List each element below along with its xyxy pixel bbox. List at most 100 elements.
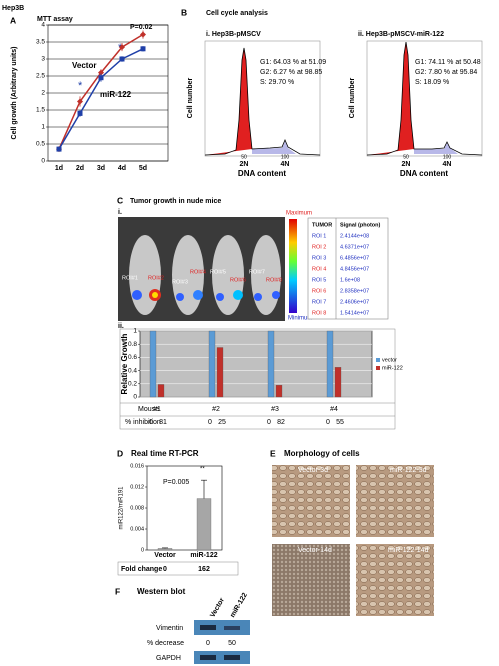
point [140,31,146,38]
y-tick-label: 0 [141,547,144,553]
band-label: Vimentin [156,625,183,632]
peak-label: 2N [402,161,411,168]
x-tick-label: 5d [139,165,147,172]
plot-frame [366,40,483,157]
x-tick-label: miR-122 [190,552,217,559]
table-cell: ROI 6 [312,288,326,294]
table-cell: 1.6e+08 [340,277,360,283]
panel-label: A [10,15,16,25]
flow-histogram: ii. Hep3B-pMSCV-miR-122 Cell number 50 1… [349,31,483,178]
point [98,75,104,81]
x-tick-label: 50 [241,154,247,160]
table-cell: 2.4144e+08 [340,233,369,239]
plot-area [139,330,373,398]
point [77,98,83,105]
blot-band [194,651,250,664]
legend-label: miR-122 [382,365,403,371]
micrograph [272,465,350,537]
stat: G1: 64.03 % at 51.09 [260,59,326,66]
table-cell: 81 [159,419,167,426]
y-tick-label: 0.004 [130,526,144,532]
blot-band [200,655,216,660]
peak-label: 4N [281,161,290,168]
panel-label: C [117,195,123,205]
roi-table: TUMOR Signal (photon) [307,217,389,320]
table-cell: ROI 1 [312,233,326,239]
bar [196,498,212,551]
peak-label: 4N [443,161,452,168]
bar [267,330,275,398]
table-label: % inhibition [125,419,161,426]
bar [334,367,342,398]
series-label: miR-122 [100,90,132,99]
table-cell: 4.6371e+07 [340,244,369,250]
y-tick-label: 0.012 [130,484,144,490]
roi-label: ROI#1 [122,275,138,281]
bar [149,330,157,398]
sub-label: i. [118,209,122,216]
roi-labels: ROI#1 ROI#2 ROI#3 ROI#4 ROI#5 ROI#6 ROI#… [122,269,282,285]
stat: S: 29.70 % [260,79,294,86]
y-tick-label: 0.2 [128,381,137,388]
table-cell: 25 [218,419,226,426]
x-tick-label: #2 [212,406,220,413]
table-cell: 0 [208,419,212,426]
panel-title: Tumor growth in nude mice [130,198,221,205]
x-tick-label: 3d [97,165,105,172]
roi-label: ROI#3 [172,279,188,285]
series-label: Vector [72,61,96,70]
histogram-line [204,47,321,156]
stat: G2: 6.27 % at 98.85 [260,69,322,76]
micrograph [272,544,350,616]
y-tick-label: 0 [133,394,137,401]
annotation: P=0.005 [163,479,189,486]
table-cell: ROI 5 [312,277,326,283]
annotation: ** [200,467,205,473]
row-value: 0 [206,640,210,647]
table-cell: ROI 8 [312,310,326,316]
table-cell: ROI 4 [312,266,326,272]
table-cell: 0 [149,419,153,426]
x-tick-label: 100 [281,154,290,160]
g1-peak [205,48,252,155]
histogram-line [366,41,483,156]
y-axis-label: Cell growth (Arbitrary units) [11,47,18,140]
blot-band [194,620,250,635]
bar [326,330,334,398]
blot-band [224,655,240,660]
annotation: P=0.02 [130,24,152,31]
x-tick-label: 100 [443,154,452,160]
color-scale [289,219,297,313]
g1-peak [367,42,414,155]
legend-label: vector [382,357,397,363]
blot-band [224,626,240,630]
image-label: Vector-14d [298,547,332,554]
bar [216,347,224,398]
table-cell: ROI 2 [312,244,326,250]
table-header: Signal (photon) [340,222,380,228]
point [119,56,125,62]
roi-label: ROI#8 [266,277,282,283]
x-axis-label: DNA content [238,169,286,178]
x-tick-label: 2d [76,165,84,172]
x-tick-label: Vector [154,552,176,559]
x-tick-label: 50 [403,154,409,160]
y-tick-label: 0.016 [130,463,144,469]
annotation: * [78,80,83,92]
y-tick-label: 3 [41,56,45,63]
bar [157,548,173,551]
point [77,110,83,116]
point [140,46,146,52]
y-tick-label: 1.5 [36,107,45,114]
plot-title: i. Hep3B-pMSCV [206,31,261,38]
s-phase [414,143,458,154]
roi-label: ROI#2 [148,275,164,281]
table-cell: 2.4606e+07 [340,299,369,305]
figure-title: Hep3B [2,5,24,12]
y-axis-label: miR122/miR191 [119,486,125,530]
table-label: Fold change [121,566,162,573]
y-tick-label: 2.5 [36,73,45,80]
y-tick-label: 1 [133,328,137,335]
y-tick-label: 0.008 [130,505,144,511]
